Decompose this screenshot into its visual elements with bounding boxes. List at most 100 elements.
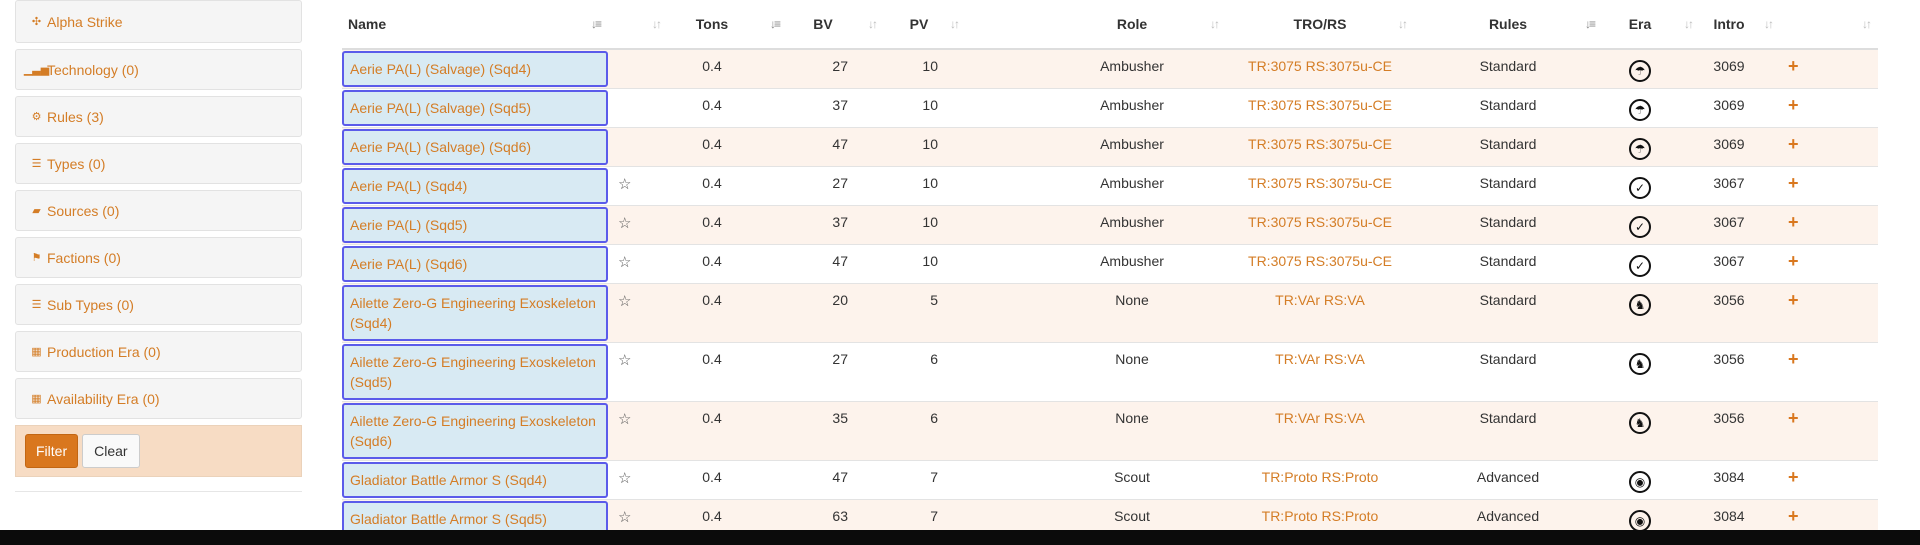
- bv-cell: 47: [756, 460, 854, 500]
- tro-link[interactable]: TR:VAr RS:VA: [1226, 401, 1414, 461]
- era-cell: ✓: [1602, 205, 1678, 245]
- favorite-star-icon[interactable]: ☆: [608, 166, 668, 206]
- unit-name-link[interactable]: Gladiator Battle Armor S (Sqd4): [342, 462, 608, 498]
- unit-name-link[interactable]: Aerie PA(L) (Sqd6): [342, 246, 608, 282]
- filter-button[interactable]: Filter: [25, 434, 79, 468]
- sidebar-item-availability-era[interactable]: ▦ Availability Era (0): [15, 378, 302, 419]
- add-unit-plus-icon[interactable]: +: [1780, 88, 1878, 128]
- pv-cell: 5: [854, 283, 944, 343]
- tro-link[interactable]: TR:3075 RS:3075u-CE: [1226, 166, 1414, 206]
- favorite-star-icon[interactable]: [608, 48, 668, 89]
- sort-icon[interactable]: ↓↑: [950, 17, 960, 31]
- favorite-star-icon[interactable]: ☆: [608, 460, 668, 500]
- sort-icon[interactable]: ↓↑: [1398, 17, 1408, 31]
- era-glyph: ☂: [1634, 142, 1646, 156]
- sidebar-item-factions[interactable]: ⚑ Factions (0): [15, 237, 302, 278]
- column-header-tro[interactable]: TRO/RS ↓↑: [1226, 0, 1414, 50]
- add-unit-plus-icon[interactable]: +: [1780, 401, 1878, 461]
- unit-name-link[interactable]: Aerie PA(L) (Salvage) (Sqd6): [342, 129, 608, 165]
- column-header-role[interactable]: Role ↓↑: [1038, 0, 1226, 50]
- favorite-star-icon[interactable]: [608, 88, 668, 128]
- add-unit-plus-icon[interactable]: +: [1780, 166, 1878, 206]
- add-unit-plus-icon[interactable]: +: [1780, 460, 1878, 500]
- sort-icon[interactable]: ↓≡: [590, 17, 602, 31]
- clan-invasion-era-icon: ♞: [1629, 294, 1651, 316]
- sort-icon[interactable]: ↓≡: [770, 17, 781, 31]
- table-row: Aerie PA(L) (Salvage) (Sqd5) 0.4 37 10 Ambus…: [342, 88, 1878, 128]
- favorite-star-icon[interactable]: [608, 127, 668, 167]
- sidebar-item-alpha-strike[interactable]: ✣ Alpha Strike: [15, 0, 302, 43]
- add-unit-plus-icon[interactable]: +: [1780, 48, 1878, 89]
- unit-name-link[interactable]: Aerie PA(L) (Sqd4): [342, 168, 608, 204]
- intro-cell: 3069: [1678, 48, 1780, 89]
- tons-cell: 0.4: [668, 48, 756, 89]
- unit-name-link[interactable]: Aerie PA(L) (Sqd5): [342, 207, 608, 243]
- tro-link[interactable]: TR:VAr RS:VA: [1226, 283, 1414, 343]
- unit-name-link[interactable]: Ailette Zero-G Engineering Exoskeleton (…: [342, 344, 608, 400]
- tro-link[interactable]: TR:3075 RS:3075u-CE: [1226, 88, 1414, 128]
- clear-button[interactable]: Clear: [82, 434, 140, 468]
- sort-icon[interactable]: ↓↑: [652, 17, 662, 31]
- column-header-era[interactable]: Era ↓↑: [1602, 0, 1694, 50]
- column-header-favorite[interactable]: ↓↑: [608, 0, 668, 50]
- add-unit-plus-icon[interactable]: +: [1780, 342, 1878, 402]
- column-header-bv-sort[interactable]: ↓↑ PV: [854, 0, 944, 50]
- favorite-star-icon[interactable]: ☆: [608, 244, 668, 284]
- sidebar-item-technology[interactable]: ▁▃▅ Technology (0): [15, 49, 302, 90]
- column-header-name[interactable]: Name ↓≡: [342, 0, 608, 50]
- tro-link[interactable]: TR:Proto RS:Proto: [1226, 460, 1414, 500]
- tro-link[interactable]: TR:3075 RS:3075u-CE: [1226, 244, 1414, 284]
- column-header-intro[interactable]: Intro ↓↑: [1678, 0, 1780, 50]
- favorite-star-icon[interactable]: ☆: [608, 205, 668, 245]
- sidebar-item-label: Rules (3): [47, 108, 104, 125]
- unit-name-link[interactable]: Aerie PA(L) (Salvage) (Sqd5): [342, 90, 608, 126]
- sort-icon[interactable]: ↓↑: [868, 17, 878, 31]
- favorite-star-icon[interactable]: ☆: [608, 283, 668, 343]
- sort-icon[interactable]: ↓↑: [1210, 17, 1220, 31]
- horizontal-scrollbar[interactable]: [0, 530, 1920, 545]
- jihad-era-icon: ☂: [1629, 138, 1651, 160]
- tro-link[interactable]: TR:VAr RS:VA: [1226, 342, 1414, 402]
- sidebar-item-rules[interactable]: ⚙ Rules (3): [15, 96, 302, 137]
- column-header-tons-sort[interactable]: ↓≡ BV: [756, 0, 854, 50]
- column-header-rules[interactable]: Rules ↓≡: [1414, 0, 1602, 50]
- sidebar-item-sub-types[interactable]: ☰ Sub Types (0): [15, 284, 302, 325]
- tro-link[interactable]: TR:3075 RS:3075u-CE: [1226, 48, 1414, 89]
- intro-cell: 3067: [1678, 205, 1780, 245]
- role-cell: Ambusher: [1038, 244, 1226, 284]
- pv-cell: 10: [854, 88, 944, 128]
- column-header-actions[interactable]: ↓↑: [1780, 0, 1878, 50]
- role-cell: None: [1038, 283, 1226, 343]
- sidebar-item-sources[interactable]: ▰ Sources (0): [15, 190, 302, 231]
- add-unit-plus-icon[interactable]: +: [1780, 205, 1878, 245]
- era-glyph: ✓: [1634, 220, 1646, 234]
- unit-name-link[interactable]: Ailette Zero-G Engineering Exoskeleton (…: [342, 403, 608, 459]
- pv-cell: 10: [854, 48, 944, 89]
- tro-link[interactable]: TR:3075 RS:3075u-CE: [1226, 205, 1414, 245]
- role-cell: None: [1038, 342, 1226, 402]
- table-row: Aerie PA(L) (Salvage) (Sqd4) 0.4 27 10 Ambus…: [342, 48, 1878, 89]
- sort-icon[interactable]: ↓↑: [1862, 17, 1872, 31]
- sort-icon[interactable]: ↓≡: [1584, 17, 1596, 31]
- favorite-star-icon[interactable]: ☆: [608, 342, 668, 402]
- add-unit-plus-icon[interactable]: +: [1780, 127, 1878, 167]
- bv-cell: 37: [756, 88, 854, 128]
- unit-name-link[interactable]: Ailette Zero-G Engineering Exoskeleton (…: [342, 285, 608, 341]
- era-glyph: ☂: [1634, 64, 1646, 78]
- add-unit-plus-icon[interactable]: +: [1780, 283, 1878, 343]
- spacer-cell: [944, 244, 1038, 284]
- tons-cell: 0.4: [668, 88, 756, 128]
- column-header-pv-sort[interactable]: ↓↑: [944, 0, 1038, 50]
- column-header-tons[interactable]: Tons: [668, 0, 756, 50]
- favorite-star-icon[interactable]: ☆: [608, 401, 668, 461]
- header-label: Intro: [1713, 16, 1745, 32]
- unit-name-link[interactable]: Aerie PA(L) (Salvage) (Sqd4): [342, 51, 608, 87]
- sort-icon[interactable]: ↓↑: [1764, 17, 1774, 31]
- tro-link[interactable]: TR:3075 RS:3075u-CE: [1226, 127, 1414, 167]
- sidebar-item-types[interactable]: ☰ Types (0): [15, 143, 302, 184]
- add-unit-plus-icon[interactable]: +: [1780, 244, 1878, 284]
- spacer-cell: [944, 48, 1038, 89]
- header-label: Role: [1116, 16, 1148, 32]
- sidebar-item-production-era[interactable]: ▦ Production Era (0): [15, 331, 302, 372]
- era-glyph: ♞: [1634, 416, 1646, 430]
